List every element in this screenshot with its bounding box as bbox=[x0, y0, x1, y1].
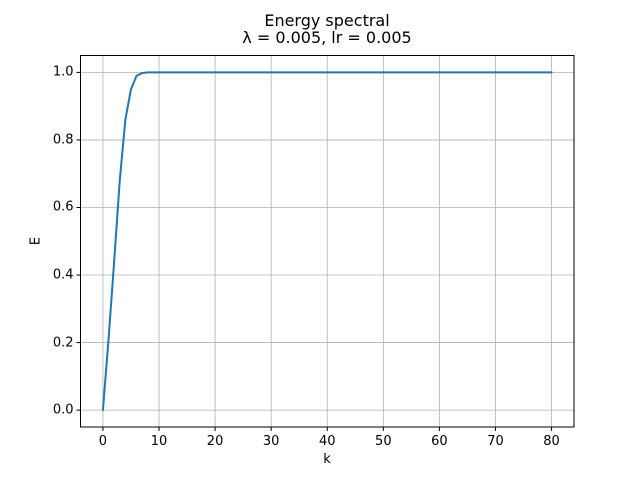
x-tick-label: 70 bbox=[487, 434, 504, 449]
x-tick-label: 10 bbox=[150, 434, 168, 449]
energy-line bbox=[101, 71, 553, 412]
chart-subtitle: λ = 0.005, lr = 0.005 bbox=[242, 28, 412, 47]
chart-title-block: Energy spectral λ = 0.005, lr = 0.005 bbox=[80, 12, 574, 46]
x-tick-label: 30 bbox=[262, 434, 280, 449]
y-tick-label: 0.6 bbox=[52, 199, 74, 215]
y-tick-label: 0.4 bbox=[52, 267, 74, 283]
x-tick-label: 0 bbox=[98, 434, 108, 449]
x-tick-label: 50 bbox=[375, 434, 392, 449]
chart-title: Energy spectral bbox=[264, 11, 390, 30]
y-tick-label: 0.2 bbox=[52, 335, 74, 351]
x-tick-label: 20 bbox=[206, 434, 224, 449]
y-tick-label: 0.0 bbox=[52, 402, 74, 418]
x-tick-label: 60 bbox=[431, 434, 448, 449]
y-axis-label: E bbox=[28, 236, 44, 246]
x-tick-label: 40 bbox=[318, 434, 336, 449]
y-tick-label: 0.8 bbox=[52, 132, 74, 148]
x-tick-label: 80 bbox=[543, 434, 560, 449]
x-axis-label: k bbox=[323, 452, 331, 467]
y-tick-label: 1.0 bbox=[52, 64, 74, 80]
